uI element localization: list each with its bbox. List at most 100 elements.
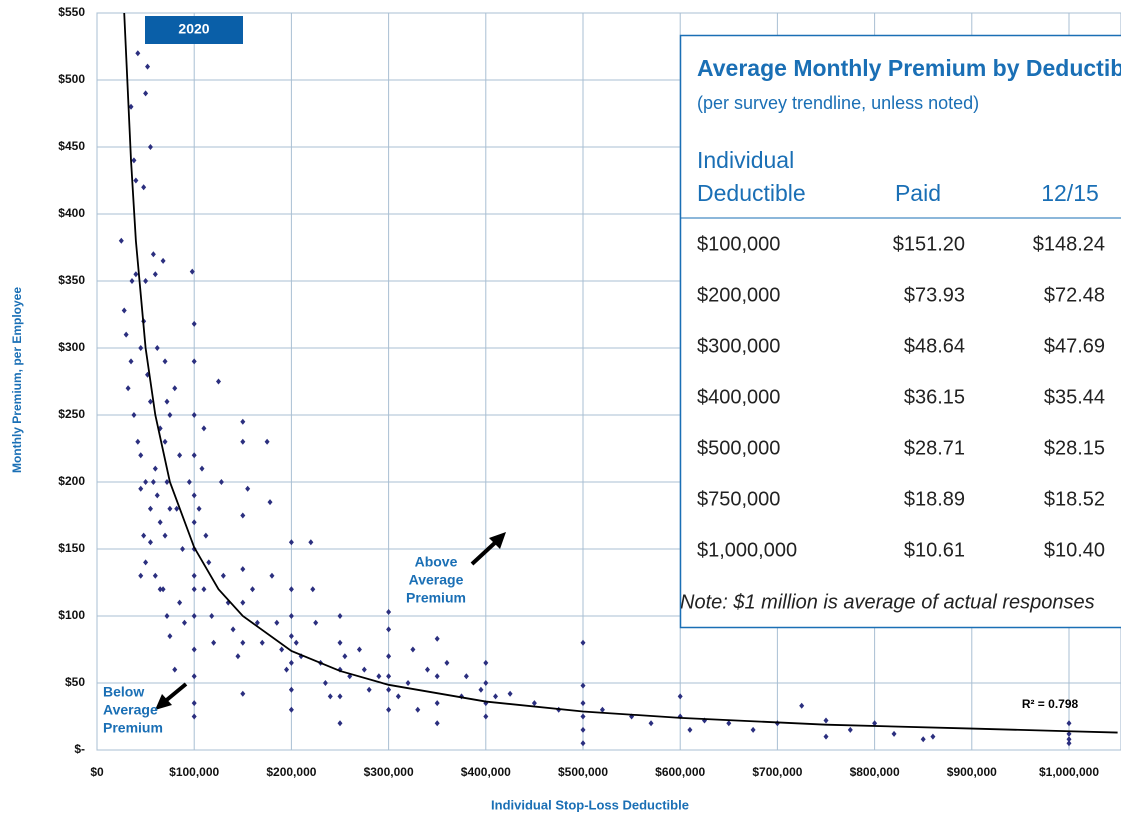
year-badge (145, 16, 243, 44)
point (1066, 720, 1072, 727)
point (143, 479, 149, 485)
point (288, 586, 294, 593)
point (143, 559, 149, 566)
point (891, 730, 897, 737)
point (434, 700, 440, 707)
point (410, 646, 416, 653)
point (366, 686, 372, 693)
point (143, 90, 149, 97)
point (172, 385, 178, 392)
point (434, 673, 440, 680)
table-cell: $500,000 (697, 437, 780, 459)
point (240, 418, 246, 425)
point (128, 358, 134, 365)
point (206, 559, 212, 566)
point (327, 693, 333, 700)
point (152, 465, 158, 472)
point (135, 438, 141, 445)
point (434, 635, 440, 642)
x-tick-label: $900,000 (947, 765, 997, 779)
table-cell: $200,000 (697, 284, 780, 306)
point (152, 572, 158, 579)
point (240, 639, 246, 646)
x-tick-label: $200,000 (266, 765, 316, 779)
point (162, 358, 168, 365)
point (648, 720, 654, 727)
point (284, 666, 290, 673)
point (167, 633, 173, 640)
point (288, 686, 294, 693)
point (264, 438, 270, 445)
point (160, 257, 166, 264)
table-cell: $73.93 (904, 284, 965, 306)
point (150, 479, 156, 485)
point (259, 639, 265, 646)
point (216, 378, 221, 385)
point (141, 532, 147, 539)
point (386, 626, 392, 633)
point (174, 505, 180, 512)
point (191, 713, 197, 720)
point (131, 412, 137, 418)
point (189, 268, 195, 275)
point (196, 505, 202, 512)
table-cell: $750,000 (697, 488, 780, 510)
y-axis-title: Monthly Premium, per Employee (10, 287, 24, 473)
point (750, 726, 756, 733)
trendline (123, 12, 1118, 734)
r-squared: R² = 0.798 (1022, 697, 1079, 711)
point (483, 713, 489, 720)
table-cell: $10.40 (1044, 539, 1105, 561)
point (444, 659, 450, 666)
point (580, 713, 586, 720)
point (356, 646, 362, 653)
table-header: 12/15 (1041, 180, 1099, 206)
point (483, 659, 489, 666)
point (145, 63, 151, 70)
point (310, 586, 316, 593)
point (138, 485, 144, 492)
point (125, 385, 131, 392)
point (191, 320, 197, 327)
table-cell: $48.64 (904, 335, 965, 357)
point (191, 673, 197, 680)
point (177, 599, 183, 606)
point (240, 512, 246, 519)
point (799, 702, 805, 709)
point (386, 686, 392, 693)
point (199, 465, 205, 472)
table-cell: $151.20 (893, 233, 965, 255)
point (135, 50, 141, 57)
table-header: Individual (697, 147, 794, 173)
table-title: Average Monthly Premium by Deductible (697, 55, 1121, 81)
point (209, 613, 215, 619)
point (386, 608, 392, 615)
table-cell: $35.44 (1044, 386, 1105, 408)
point (376, 673, 382, 680)
point (180, 546, 186, 552)
point (203, 532, 209, 539)
table-box (679, 34, 1121, 629)
point (337, 720, 343, 727)
table-cell: $28.71 (904, 437, 965, 459)
table-cell: $72.48 (1044, 284, 1105, 306)
point (201, 425, 207, 432)
point (493, 693, 499, 700)
y-tick-label: $350 (58, 273, 85, 287)
point (128, 103, 134, 110)
point (478, 686, 484, 693)
point (167, 505, 173, 512)
point (395, 693, 401, 700)
table-cell: $300,000 (697, 335, 780, 357)
point (687, 726, 693, 733)
table-subtitle: (per survey trendline, unless noted) (697, 93, 979, 113)
table-note: Note: $1 million is average of actual re… (680, 591, 1095, 613)
annotation: Premium (103, 720, 163, 736)
point (240, 566, 246, 573)
point (152, 271, 158, 278)
point (250, 586, 256, 593)
y-tick-label: $400 (58, 206, 85, 220)
point (288, 659, 294, 666)
table-cell: $36.15 (904, 386, 965, 408)
